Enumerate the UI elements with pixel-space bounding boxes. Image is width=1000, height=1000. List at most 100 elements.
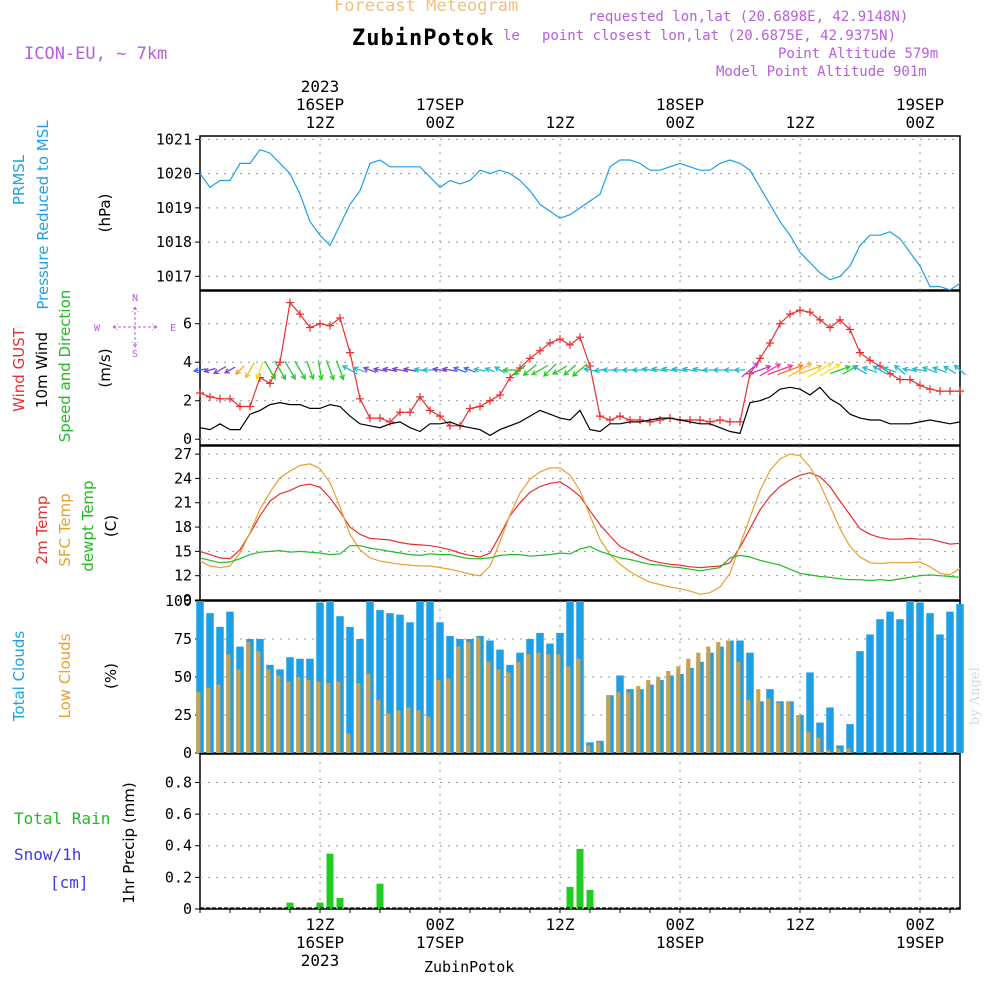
total-cloud-bar: [426, 601, 434, 753]
low-cloud-bar: [646, 680, 651, 753]
gust-point: [326, 321, 334, 330]
gust-point: [926, 385, 934, 394]
low-cloud-bar: [546, 654, 551, 753]
wind-arrow: [325, 360, 335, 381]
gust-point: [566, 340, 574, 349]
t2m-line: [199, 472, 961, 569]
low-cloud-bar: [506, 672, 511, 753]
wind-arrow: [462, 366, 476, 373]
wind-10m-label: 10m Wind: [33, 332, 51, 408]
wind-arrow: [335, 360, 345, 381]
bottom-hour-label: 00Z: [666, 915, 695, 934]
gust-point: [226, 394, 234, 403]
low-cloud-bar: [526, 654, 531, 753]
compass-w: W: [94, 323, 101, 334]
gust-point: [946, 387, 954, 396]
total-cloud-bar: [826, 707, 834, 753]
gust-point: [936, 387, 944, 396]
gust-point: [376, 414, 384, 423]
gust-line: [199, 301, 960, 427]
gust-point: [686, 415, 694, 424]
low-cloud-bar: [306, 680, 311, 753]
low-cloud-bar: [606, 695, 611, 753]
rain-bar: [576, 848, 584, 909]
low-cloud-bar: [626, 692, 631, 753]
total-cloud-bar: [806, 672, 814, 753]
y-tick-label: 0.4: [165, 837, 192, 855]
compass-s: S: [132, 349, 138, 360]
compass-rose: [112, 306, 158, 348]
wind-speed-line: [199, 386, 961, 437]
gust-point: [466, 404, 474, 413]
low-cloud-bar: [676, 666, 681, 753]
top-hour-label: 00Z: [426, 113, 455, 132]
precip-unit: 1hr Precip (mm): [120, 782, 138, 903]
wind-arrow: [274, 360, 287, 381]
low-cloud-bar: [286, 681, 291, 753]
total-cloud-bar: [406, 622, 414, 753]
wind-dir-label: Speed and Direction: [56, 290, 74, 443]
compass-n: N: [132, 293, 138, 304]
low-clouds-label: Low Clouds: [56, 633, 74, 718]
wind-arrow: [819, 363, 842, 377]
low-cloud-bar: [586, 745, 591, 753]
wind-arrow: [911, 366, 928, 373]
wind-arrow: [788, 362, 813, 378]
low-cloud-bar: [616, 692, 621, 753]
low-cloud-bar: [406, 707, 411, 753]
product-title: Forecast Meteogram: [334, 0, 519, 16]
y-tick-label: 1021: [156, 130, 192, 148]
y-tick-label: 6: [183, 315, 192, 333]
bottom-hour-label: 00Z: [426, 915, 455, 934]
total-cloud-bar: [846, 724, 854, 753]
low-cloud-bar: [246, 642, 251, 753]
gust-point: [886, 369, 894, 378]
gust-point: [866, 356, 874, 365]
wind-arrow: [852, 365, 868, 375]
gust-point: [636, 415, 644, 424]
total-clouds-label: Total Clouds: [10, 631, 28, 723]
clouds-unit: (%): [102, 663, 120, 689]
wind-arrow: [306, 360, 315, 381]
y-tick-label: 9: [183, 591, 192, 609]
wind-arrow: [223, 366, 236, 374]
low-cloud-bar: [716, 642, 721, 753]
y-tick-label: 0.2: [165, 868, 192, 886]
wind-arrow: [493, 366, 506, 374]
bottom-date-label: 19SEP: [896, 933, 944, 952]
wind-arrow: [571, 363, 588, 377]
gust-point: [826, 323, 834, 332]
low-cloud-bar: [656, 677, 661, 753]
gust-point: [766, 338, 774, 347]
total-cloud-bar: [916, 602, 924, 753]
total-cloud-bar: [866, 634, 874, 753]
wind-arrow: [681, 366, 698, 373]
sfc-temp-label: SFC Temp: [56, 493, 74, 566]
pressure-unit: (hPa): [96, 194, 114, 233]
low-cloud-bar: [456, 646, 461, 753]
top-date-label: 19SEP: [896, 95, 944, 114]
top-date-label: 17SEP: [416, 95, 464, 114]
total-cloud-bar: [376, 610, 384, 753]
top-hour-label: 12Z: [786, 113, 815, 132]
wind-arrow: [245, 362, 255, 379]
gust-point: [196, 389, 204, 398]
top-date-label: 16SEP: [296, 95, 344, 114]
total-cloud-bar: [936, 634, 944, 753]
low-cloud-bar: [686, 658, 691, 753]
gust-point: [286, 298, 294, 307]
t2m-label: 2m Temp: [33, 496, 51, 565]
low-cloud-bar: [826, 749, 831, 753]
gust-point: [296, 310, 304, 319]
top-hour-label: 12Z: [546, 113, 575, 132]
low-cloud-bar: [556, 654, 561, 753]
low-cloud-bar: [536, 652, 541, 753]
low-cloud-bar: [366, 673, 371, 753]
wind-arrow: [893, 364, 906, 375]
wind-gust-label: Wind GUST: [10, 327, 28, 412]
gust-point: [896, 375, 904, 384]
y-tick-label: 24: [174, 469, 192, 487]
low-cloud-bar: [666, 670, 671, 753]
gust-point: [836, 315, 844, 324]
